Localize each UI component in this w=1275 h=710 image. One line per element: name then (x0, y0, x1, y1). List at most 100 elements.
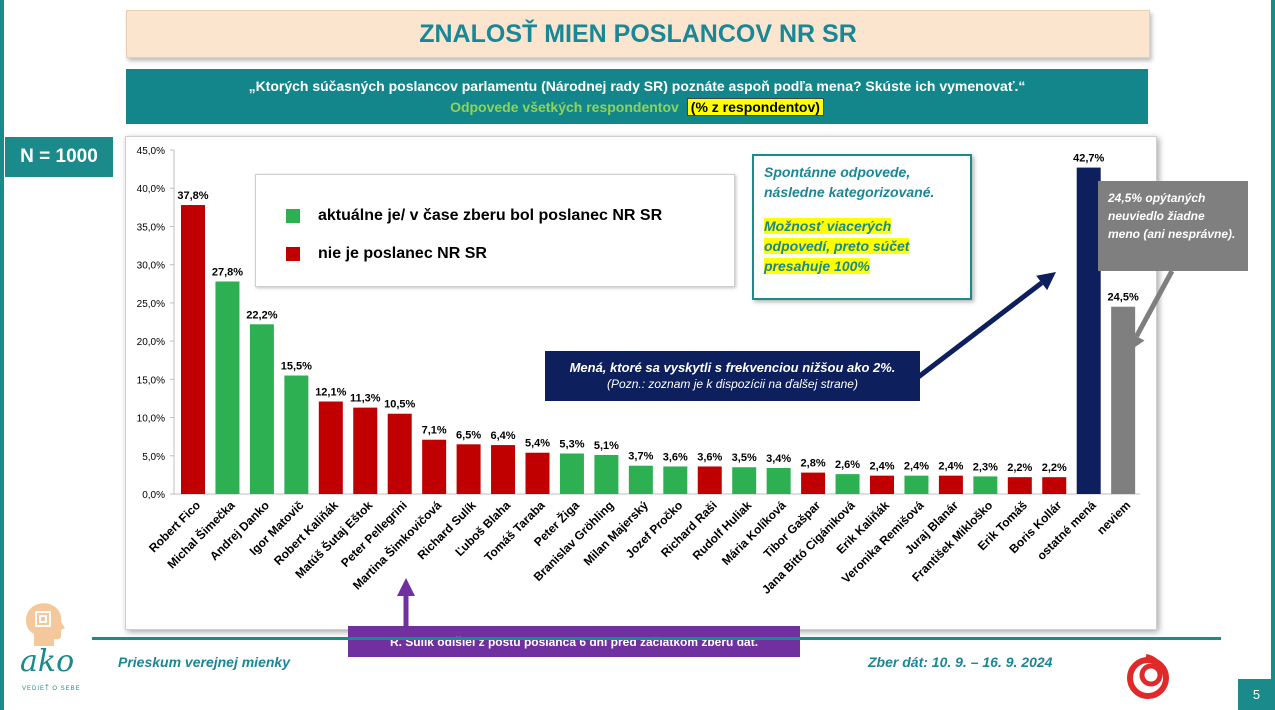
note-dont-know: 24,5% opýtaných neuviedlo žiadne meno (a… (1098, 181, 1248, 271)
bar (938, 475, 963, 494)
bar (353, 407, 378, 494)
left-edge-bar (0, 0, 4, 710)
legend: aktuálne je/ v čase zberu bol poslanec N… (255, 174, 735, 287)
data-label: 6,5% (456, 429, 481, 441)
data-label: 15,5% (281, 361, 312, 373)
y-tick-label: 15,0% (137, 375, 165, 386)
data-label: 11,3% (350, 393, 381, 405)
footer-survey-label: Prieskum verejnej mienky (118, 654, 290, 670)
bar (249, 324, 274, 494)
data-label: 5,1% (594, 440, 619, 452)
legend-item-non-mp: nie je poslanec NR SR (286, 245, 487, 263)
data-label: 2,4% (869, 461, 894, 473)
data-label: 3,6% (697, 451, 722, 463)
bar (904, 475, 929, 494)
y-tick-label: 20,0% (137, 337, 165, 348)
bar (835, 474, 860, 494)
y-tick-label: 45,0% (137, 146, 165, 157)
data-label: 2,2% (1042, 462, 1067, 474)
question-subtitle: Odpovede všetkých respondentov (450, 99, 679, 115)
note-sulik: R. Sulík odišiel z postu poslanca 6 dní … (348, 626, 800, 657)
bar (1007, 477, 1032, 494)
note-multiple-line3: presahuje 100% (764, 258, 870, 274)
right-edge-bar (1271, 0, 1275, 710)
bar (318, 401, 343, 494)
data-label: 2,8% (801, 458, 826, 470)
legend-swatch-non-mp (286, 247, 300, 261)
bar (732, 467, 757, 494)
bar (215, 281, 240, 494)
question-text: „Ktorých súčasných poslancov parlamentu … (248, 78, 1026, 94)
bar (766, 468, 791, 494)
ako-head-icon (26, 603, 65, 646)
data-label: 10,5% (384, 399, 415, 411)
note-other-names: Mená, ktoré sa vyskytli s frekvenciou ni… (545, 351, 920, 401)
bar (422, 439, 447, 494)
question-subtitle-row: Odpovede všetkých respondentov (% z respo… (450, 98, 824, 116)
note-other-names-line1: Mená, ktoré sa vyskytli s frekvenciou ni… (569, 360, 896, 375)
bar (801, 472, 826, 494)
arrow-to-dont-know (1128, 269, 1175, 352)
data-label: 42,7% (1073, 153, 1104, 165)
data-label: 22,2% (246, 309, 277, 321)
bar (181, 205, 205, 495)
bar (284, 375, 309, 494)
data-label: 3,5% (732, 452, 757, 464)
data-label: 2,3% (973, 461, 998, 473)
arrow-to-sulik (397, 578, 415, 628)
data-label: 12,1% (315, 387, 346, 399)
arrow-to-other-names (915, 272, 1056, 380)
data-label: 27,8% (212, 266, 243, 278)
tv-station-logo-icon (1127, 654, 1169, 699)
data-label: 3,4% (766, 453, 791, 465)
bar (559, 453, 584, 494)
note-multiple-line2: odpovedí, preto súčet (764, 238, 910, 254)
ako-logo: ako VEDIEŤ O SEBE (16, 600, 86, 704)
y-tick-label: 35,0% (137, 222, 165, 233)
bar (387, 413, 412, 494)
bar (697, 466, 722, 494)
data-label: 5,3% (559, 438, 584, 450)
data-label: 2,4% (904, 461, 929, 473)
bar (1042, 477, 1067, 494)
data-label: 37,8% (177, 190, 208, 202)
note-other-names-line2: (Pozn.: zoznam je k dispozícii na ďalšej… (607, 377, 858, 391)
legend-label-mp: aktuálne je/ v čase zberu bol poslanec N… (318, 207, 663, 224)
note-spontaneous-line2: následne kategorizované. (764, 184, 935, 200)
data-label: 24,5% (1108, 292, 1139, 304)
data-label: 3,6% (663, 451, 688, 463)
data-label: 2,4% (938, 461, 963, 473)
data-label: 3,7% (628, 451, 653, 463)
bar (456, 444, 481, 494)
footer-divider (92, 637, 1221, 640)
note-spontaneous-line1: Spontánne odpovede, (764, 164, 911, 180)
data-label: 2,2% (1007, 462, 1032, 474)
bar (594, 455, 619, 494)
bar (525, 452, 550, 494)
legend-swatch-mp (286, 209, 300, 223)
legend-item-mp: aktuálne je/ v čase zberu bol poslanec N… (286, 207, 662, 225)
bar (628, 465, 653, 494)
page-title: ZNALOSŤ MIEN POSLANCOV NR SR (419, 19, 857, 48)
data-label: 6,4% (491, 430, 516, 442)
y-tick-label: 40,0% (137, 184, 165, 195)
title-banner: ZNALOSŤ MIEN POSLANCOV NR SR (126, 10, 1150, 58)
y-tick-label: 30,0% (137, 261, 165, 272)
footer-data-collection: Zber dát: 10. 9. – 16. 9. 2024 (868, 654, 1053, 670)
bar (973, 476, 998, 494)
category-label: neviem (1094, 498, 1133, 537)
y-tick-label: 10,0% (137, 414, 165, 425)
bar (1076, 167, 1101, 495)
ako-logo-tagline: VEDIEŤ O SEBE (22, 686, 81, 692)
unit-note: (% z respondentov) (686, 98, 824, 116)
y-tick-label: 0,0% (142, 490, 165, 501)
bar (663, 466, 688, 494)
page-number: 5 (1238, 679, 1275, 710)
ako-logo-word: ako (20, 644, 75, 679)
question-banner: „Ktorých súčasných poslancov parlamentu … (126, 69, 1148, 124)
note-spontaneous: Spontánne odpovede, následne kategorizov… (752, 154, 972, 300)
data-label: 5,4% (525, 438, 550, 450)
data-label: 2,6% (835, 459, 860, 471)
legend-label-non-mp: nie je poslanec NR SR (318, 245, 487, 262)
